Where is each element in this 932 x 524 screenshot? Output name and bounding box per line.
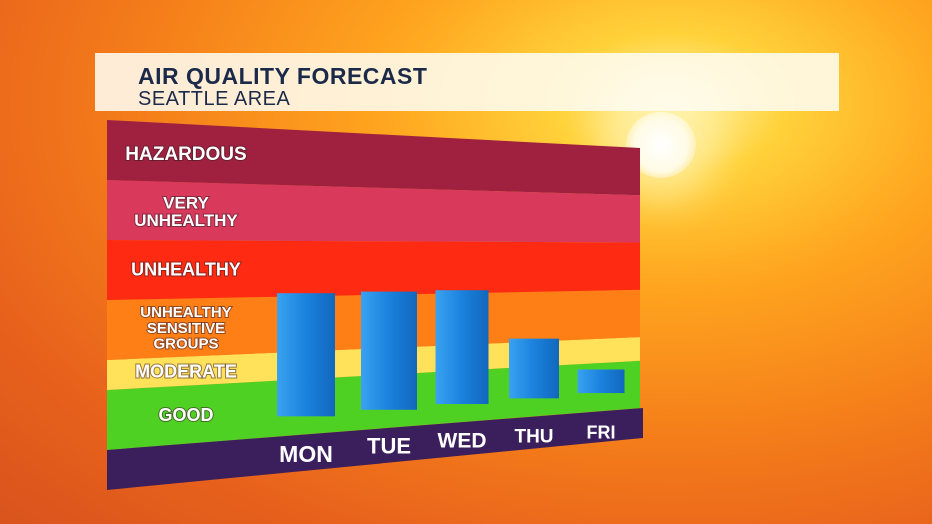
bar-tue — [361, 291, 417, 410]
band-label-good: GOOD — [158, 405, 213, 425]
band-label-unhealthy-sensitive-groups: UNHEALTHY SENSITIVE GROUPS — [140, 304, 231, 353]
chart-base — [107, 408, 643, 490]
bar-wed — [435, 290, 489, 405]
day-label-fri: FRI — [587, 422, 616, 442]
band-unhealthy — [107, 240, 640, 300]
band-label-hazardous: HAZARDOUS — [125, 144, 246, 165]
bar-mon — [277, 293, 335, 417]
bar-thu — [509, 338, 559, 399]
band-label-very-unhealthy: VERY UNHEALTHY — [134, 193, 238, 230]
band-label-moderate: MODERATE — [135, 361, 237, 381]
aqi-bands — [107, 120, 640, 450]
day-label-mon: MON — [279, 441, 333, 467]
day-label-wed: WED — [438, 429, 487, 452]
bar-fri — [577, 369, 625, 394]
band-hazardous — [107, 120, 640, 196]
day-label-tue: TUE — [367, 434, 411, 459]
band-label-unhealthy: UNHEALTHY — [131, 260, 241, 280]
chart-subtitle: SEATTLE AREA — [138, 88, 291, 110]
band-very-unhealthy — [107, 180, 640, 243]
bars — [277, 290, 625, 417]
day-label-thu: THU — [514, 427, 553, 448]
chart-title: AIR QUALITY FORECAST — [138, 63, 428, 89]
header-banner: AIR QUALITY FORECAST SEATTLE AREA — [95, 53, 839, 111]
